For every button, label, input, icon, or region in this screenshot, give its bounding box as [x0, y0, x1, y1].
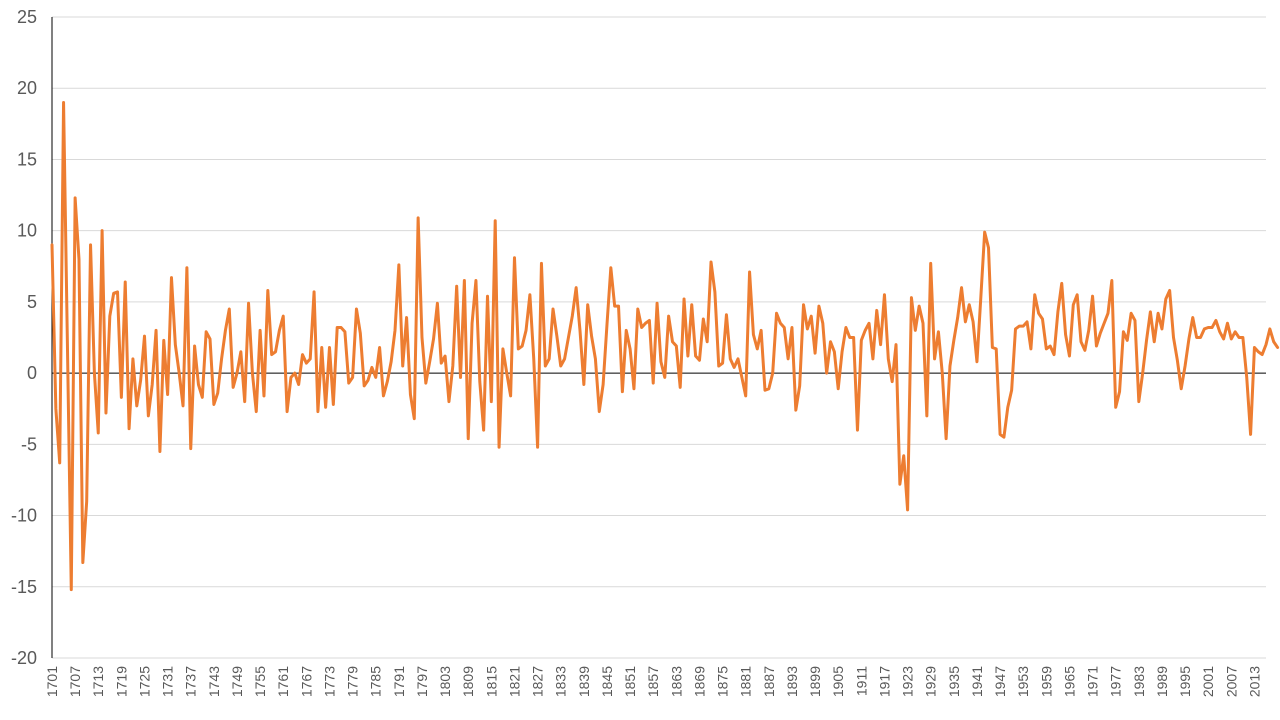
y-tick-label: 10	[17, 221, 37, 241]
y-tick-label: 15	[17, 149, 37, 169]
gridlines	[52, 16, 1266, 659]
x-tick-label: 1845	[599, 666, 615, 697]
x-tick-label: 1761	[275, 666, 291, 697]
y-tick-label: 0	[27, 363, 37, 383]
x-tick-label: 1959	[1038, 666, 1054, 697]
y-tick-label: -20	[11, 648, 37, 668]
x-tick-label: 1713	[90, 666, 106, 697]
x-tick-label: 1893	[784, 666, 800, 697]
x-tick-label: 1983	[1131, 666, 1147, 697]
x-tick-label: 1881	[738, 666, 754, 697]
x-tick-label: 1827	[530, 666, 546, 697]
y-tick-label: -5	[21, 434, 37, 454]
x-tick-label: 1815	[483, 666, 499, 697]
x-tick-label: 1809	[460, 666, 476, 697]
x-tick-label: 1923	[900, 666, 916, 697]
x-tick-label: 1797	[414, 666, 430, 697]
x-tick-label: 1731	[160, 666, 176, 697]
x-tick-label: 1935	[946, 666, 962, 697]
x-tick-label: 1737	[183, 666, 199, 697]
x-tick-label: 1917	[876, 666, 892, 697]
x-tick-label: 1833	[553, 666, 569, 697]
y-tick-label: -10	[11, 506, 37, 526]
x-tick-label: 1707	[67, 666, 83, 697]
x-tick-label: 1911	[853, 666, 869, 696]
series-layer	[50, 100, 1280, 592]
x-tick-label: 1719	[113, 666, 129, 697]
series-line	[50, 100, 1280, 592]
x-tick-label: 1899	[807, 666, 823, 697]
x-tick-label: 1725	[136, 666, 152, 697]
x-tick-label: 2013	[1246, 666, 1262, 697]
y-tick-label: 20	[17, 78, 37, 98]
x-tick-label: 1749	[229, 666, 245, 697]
x-tick-label: 1977	[1108, 666, 1124, 697]
x-tick-label: 1851	[622, 666, 638, 697]
x-tick-label: 1971	[1085, 666, 1101, 697]
x-tick-label: 1773	[321, 666, 337, 697]
x-tick-label: 1803	[437, 666, 453, 697]
x-tick-label: 1941	[969, 666, 985, 697]
x-tick-label: 2007	[1223, 666, 1239, 697]
x-tick-label: 1779	[345, 666, 361, 697]
x-tick-label: 1791	[391, 666, 407, 697]
x-tick-label: 1839	[576, 666, 592, 697]
x-tick-label: 1929	[923, 666, 939, 697]
y-tick-label: 5	[27, 292, 37, 312]
x-tick-label: 1995	[1177, 666, 1193, 697]
y-tick-label: -15	[11, 577, 37, 597]
y-tick-label: 25	[17, 7, 37, 27]
x-tick-label: 2001	[1200, 666, 1216, 697]
x-tick-label: 1953	[1015, 666, 1031, 697]
x-tick-label: 1785	[368, 666, 384, 697]
x-tick-label: 1947	[992, 666, 1008, 697]
x-tick-label: 1821	[506, 666, 522, 697]
x-tick-label: 1887	[761, 666, 777, 697]
x-tick-label: 1965	[1061, 666, 1077, 697]
x-tick-label: 1989	[1154, 666, 1170, 697]
x-tick-label: 1869	[691, 666, 707, 697]
x-axis-tick-labels: 1701 1707 1713 1719 1725 1731 1737 1743 1749 1755…	[44, 666, 1262, 697]
x-tick-label: 1863	[668, 666, 684, 697]
x-tick-label: 1755	[252, 666, 268, 697]
x-tick-label: 1905	[830, 666, 846, 697]
x-tick-label: 1743	[206, 666, 222, 697]
x-tick-label: 1875	[715, 666, 731, 697]
y-axis-tick-labels: -20 -15 -10 -5 0 5 10 15 20 25	[11, 7, 37, 668]
x-tick-label: 1701	[44, 666, 60, 697]
x-tick-label: 1767	[298, 666, 314, 697]
x-tick-label: 1857	[645, 666, 661, 697]
